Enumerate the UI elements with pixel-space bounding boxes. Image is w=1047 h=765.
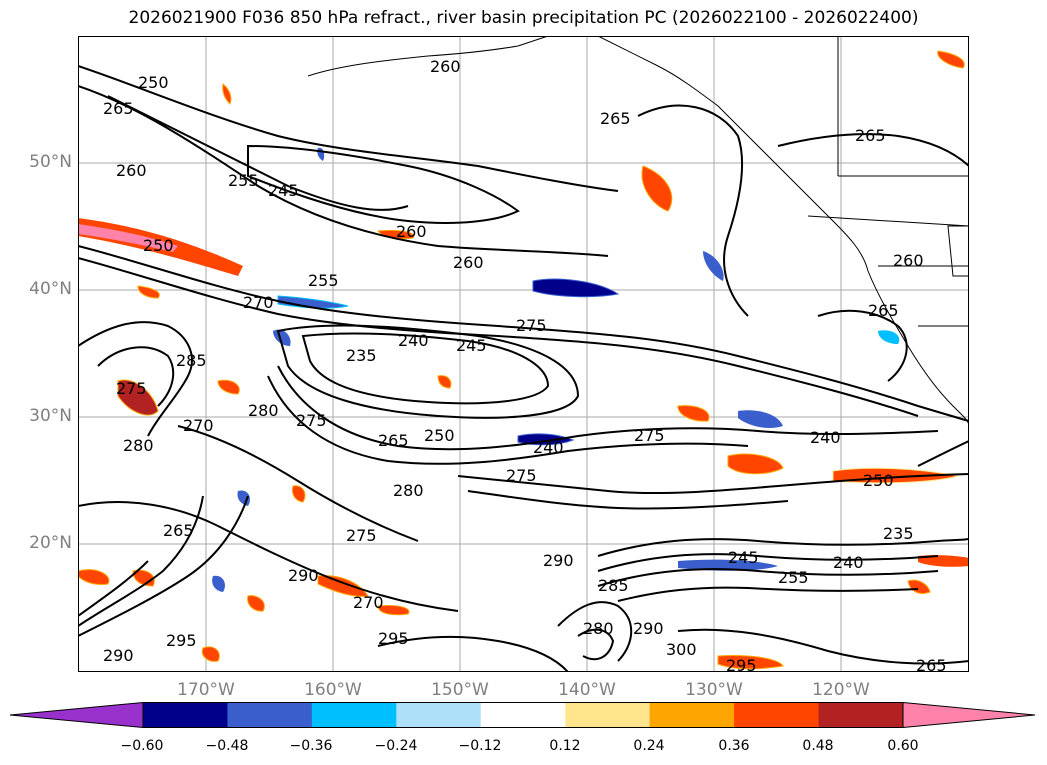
coastlines bbox=[307, 36, 969, 427]
map-frame bbox=[78, 36, 969, 672]
contour-label: 280 bbox=[123, 436, 154, 455]
contour-label: 265 bbox=[868, 301, 899, 320]
colorbar-segment bbox=[227, 702, 313, 728]
contour-label: 260 bbox=[453, 253, 484, 272]
colorbar-tick: −0.36 bbox=[289, 738, 333, 754]
colorbar-segment bbox=[649, 702, 735, 728]
colorbar-segment bbox=[734, 702, 820, 728]
contour-label: 250 bbox=[143, 236, 174, 255]
lat-label-30n: 30°N bbox=[29, 406, 72, 426]
contour-label: 300 bbox=[666, 640, 697, 659]
colorbar-tick: 0.12 bbox=[549, 738, 581, 754]
map-canvas: 260 250 265 260 255 245 260 265 265 250 … bbox=[78, 36, 969, 672]
contour-label: 250 bbox=[863, 471, 894, 490]
colorbar-tick: 0.36 bbox=[718, 738, 750, 754]
contour-label: 255 bbox=[228, 171, 259, 190]
lon-label-140w: 140°W bbox=[558, 680, 616, 700]
contour-label: 275 bbox=[634, 426, 665, 445]
lon-label-130w: 130°W bbox=[685, 680, 743, 700]
colorbar-tick: −0.24 bbox=[374, 738, 418, 754]
contour-label: 280 bbox=[583, 619, 614, 638]
map-panel: 260 250 265 260 255 245 260 265 265 250 … bbox=[78, 36, 969, 672]
contour-label: 280 bbox=[393, 481, 424, 500]
contour-label: 270 bbox=[183, 416, 214, 435]
contour-label: 290 bbox=[288, 566, 319, 585]
contour-label: 295 bbox=[726, 656, 757, 672]
lat-label-40n: 40°N bbox=[29, 279, 72, 299]
refractivity-contours bbox=[78, 65, 969, 672]
contour-label: 295 bbox=[378, 629, 409, 648]
contour-label: 265 bbox=[600, 109, 631, 128]
contour-label: 275 bbox=[296, 411, 327, 430]
contour-label: 290 bbox=[103, 646, 134, 665]
contour-label: 285 bbox=[598, 576, 629, 595]
contour-label: 275 bbox=[116, 379, 147, 398]
contour-label: 255 bbox=[778, 568, 809, 587]
contour-label: 275 bbox=[506, 466, 537, 485]
contour-label: 265 bbox=[855, 126, 886, 145]
contour-label: 265 bbox=[378, 431, 409, 450]
contour-label: 245 bbox=[268, 181, 299, 200]
colorbar-tick: −0.12 bbox=[458, 738, 502, 754]
contour-label: 265 bbox=[163, 521, 194, 540]
contour-label: 275 bbox=[346, 526, 377, 545]
lon-label-170w: 170°W bbox=[177, 680, 235, 700]
lon-label-160w: 160°W bbox=[304, 680, 362, 700]
contour-label: 260 bbox=[396, 222, 427, 241]
lat-label-20n: 20°N bbox=[29, 533, 72, 553]
colorbar-tick: −0.48 bbox=[205, 738, 249, 754]
contour-label: 240 bbox=[398, 331, 429, 350]
colorbar-extend-high bbox=[902, 702, 1036, 728]
contour-label: 270 bbox=[243, 293, 274, 312]
map-title: 2026021900 F036 850 hPa refract., river … bbox=[128, 8, 919, 28]
contour-label: 290 bbox=[543, 551, 574, 570]
contour-label: 255 bbox=[308, 271, 339, 290]
lat-label-50n: 50°N bbox=[29, 152, 72, 172]
contour-label: 285 bbox=[176, 351, 207, 370]
colorbar-extend-low bbox=[10, 702, 144, 728]
contour-label: 250 bbox=[138, 73, 169, 92]
contour-label: 270 bbox=[353, 593, 384, 612]
colorbar-segment bbox=[396, 702, 482, 728]
colorbar bbox=[10, 702, 1036, 728]
contour-label: 275 bbox=[516, 316, 547, 335]
colorbar-tick: 0.60 bbox=[887, 738, 919, 754]
contour-label: 240 bbox=[533, 438, 564, 457]
colorbar-tick: −0.60 bbox=[120, 738, 164, 754]
contour-label: 250 bbox=[424, 426, 455, 445]
contour-labels: 260 250 265 260 255 245 260 265 265 250 … bbox=[103, 57, 947, 672]
gridlines bbox=[78, 36, 969, 672]
contour-label: 265 bbox=[103, 99, 134, 118]
contour-label: 245 bbox=[728, 548, 759, 567]
contour-label: 260 bbox=[893, 251, 924, 270]
lon-label-120w: 120°W bbox=[812, 680, 870, 700]
contour-label: 280 bbox=[248, 401, 279, 420]
contour-label: 290 bbox=[633, 619, 664, 638]
colorbar-segment bbox=[143, 702, 228, 728]
contour-label: 265 bbox=[916, 656, 947, 672]
colorbar-segment bbox=[311, 702, 397, 728]
contour-label: 295 bbox=[166, 631, 197, 650]
colorbar-segment bbox=[565, 702, 651, 728]
contour-label: 235 bbox=[883, 524, 914, 543]
contour-label: 245 bbox=[456, 336, 487, 355]
contour-label: 235 bbox=[346, 346, 377, 365]
colorbar-segment bbox=[818, 702, 904, 728]
lon-label-150w: 150°W bbox=[431, 680, 489, 700]
contour-label: 240 bbox=[833, 553, 864, 572]
colorbar-tick: 0.48 bbox=[802, 738, 834, 754]
colorbar-tick: 0.24 bbox=[633, 738, 665, 754]
contour-label: 260 bbox=[430, 57, 461, 76]
contour-label: 260 bbox=[116, 161, 147, 180]
colorbar-segment bbox=[480, 702, 566, 728]
contour-label: 240 bbox=[810, 428, 841, 447]
